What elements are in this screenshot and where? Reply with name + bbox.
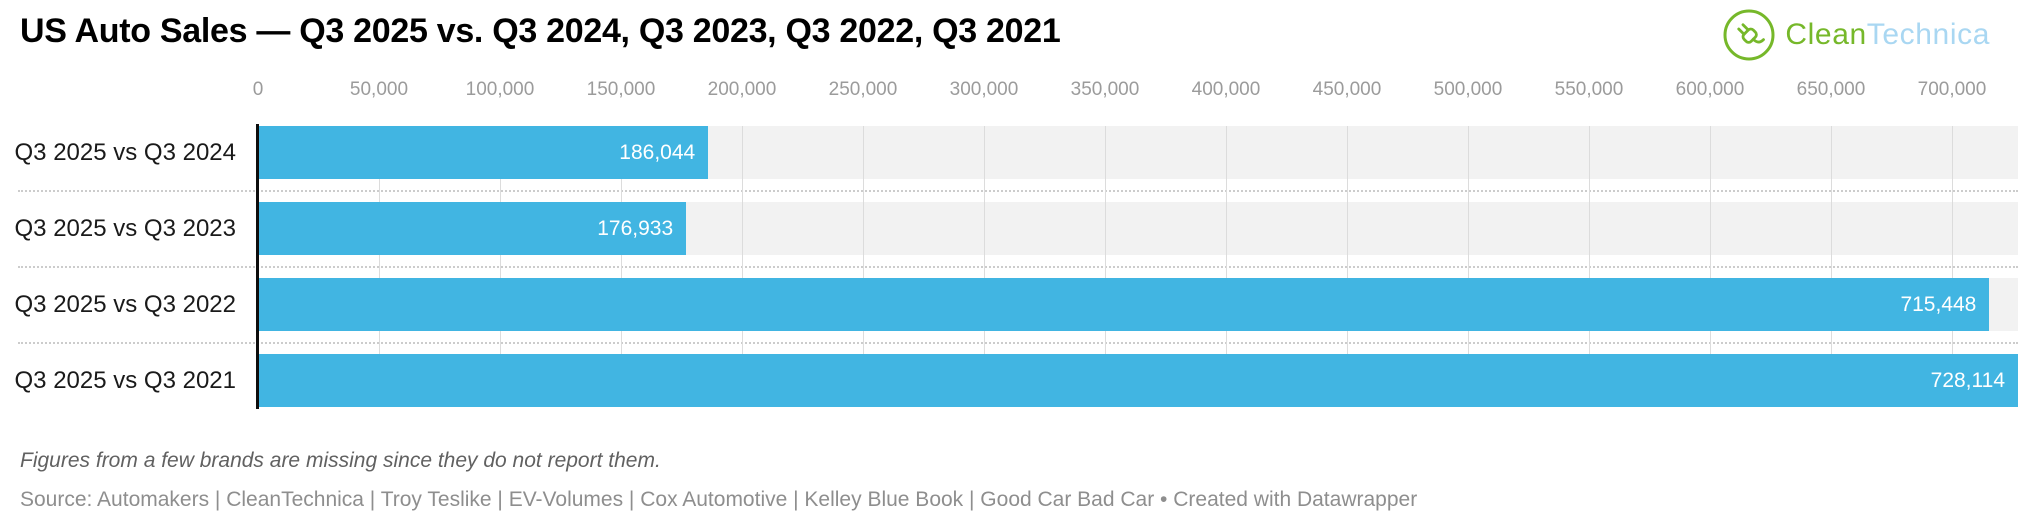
x-tick-label: 450,000 [1312,79,1382,100]
gridline [741,126,743,407]
category-label: Q3 2025 vs Q3 2022 [14,290,236,318]
x-tick-label: 500,000 [1433,79,1503,100]
x-tick-label: 100,000 [465,79,535,100]
y-axis-line [256,124,259,409]
category-label: Q3 2025 vs Q3 2024 [14,138,236,166]
bar: 186,044 [258,126,709,179]
x-tick-label: 150,000 [586,79,656,100]
row-separator [18,266,2018,268]
bar-value-label: 176,933 [597,216,674,240]
gridline [1830,126,1832,407]
bar: 715,448 [258,278,1990,331]
gridline [1709,126,1711,407]
x-tick-label: 50,000 [349,79,409,100]
logo-technica: Technica [1866,18,1990,51]
cleantechnica-logo: CleanTechnica [1722,8,1990,62]
gridline [1104,126,1106,407]
bar-value-label: 715,448 [1900,292,1977,316]
x-tick-label: 250,000 [828,79,898,100]
bar-row: 186,044 [258,126,2018,179]
gridline [862,126,864,407]
bar-row: 176,933 [258,202,2018,255]
bar-row: 715,448 [258,278,2018,331]
plot-area: 186,044 176,933 715,448 728,114 [258,126,2018,407]
row-separator [18,342,2018,344]
gridline [1588,126,1590,407]
gridline [378,126,380,407]
bar-value-label: 728,114 [1930,368,2005,392]
x-tick-label: 650,000 [1796,79,1866,100]
gridline [1467,126,1469,407]
x-tick-label: 400,000 [1191,79,1261,100]
row-separator [18,190,2018,192]
bar-row: 728,114 [258,354,2018,407]
bar: 728,114 [258,354,2018,407]
bar: 176,933 [258,202,687,255]
logo-clean: Clean [1785,18,1867,51]
plug-icon [1723,9,1775,61]
footnote: Figures from a few brands are missing si… [20,449,661,472]
logo-text: CleanTechnica [1785,18,1990,52]
bar-value-label: 186,044 [619,140,696,164]
x-tick-label: 200,000 [707,79,777,100]
gridline [620,126,622,407]
x-tick-label: 350,000 [1070,79,1140,100]
category-label: Q3 2025 vs Q3 2021 [14,366,236,394]
x-tick-label: 300,000 [949,79,1019,100]
gridline [983,126,985,407]
chart-title: US Auto Sales — Q3 2025 vs. Q3 2024, Q3 … [20,12,1061,50]
x-tick-label: 0 [252,79,264,100]
x-axis: 0 50,000 100,000 150,000 200,000 250,000 300,0… [253,76,2018,104]
gridline [1951,126,1953,407]
x-tick-label: 600,000 [1675,79,1745,100]
gridline [499,126,501,407]
x-tick-label: 700,000 [1917,79,1987,100]
source-line: Source: Automakers | CleanTechnica | Tro… [20,488,1418,511]
x-tick-label: 550,000 [1554,79,1624,100]
gridline [1225,126,1227,407]
gridline [1346,126,1348,407]
category-label: Q3 2025 vs Q3 2023 [14,214,236,242]
